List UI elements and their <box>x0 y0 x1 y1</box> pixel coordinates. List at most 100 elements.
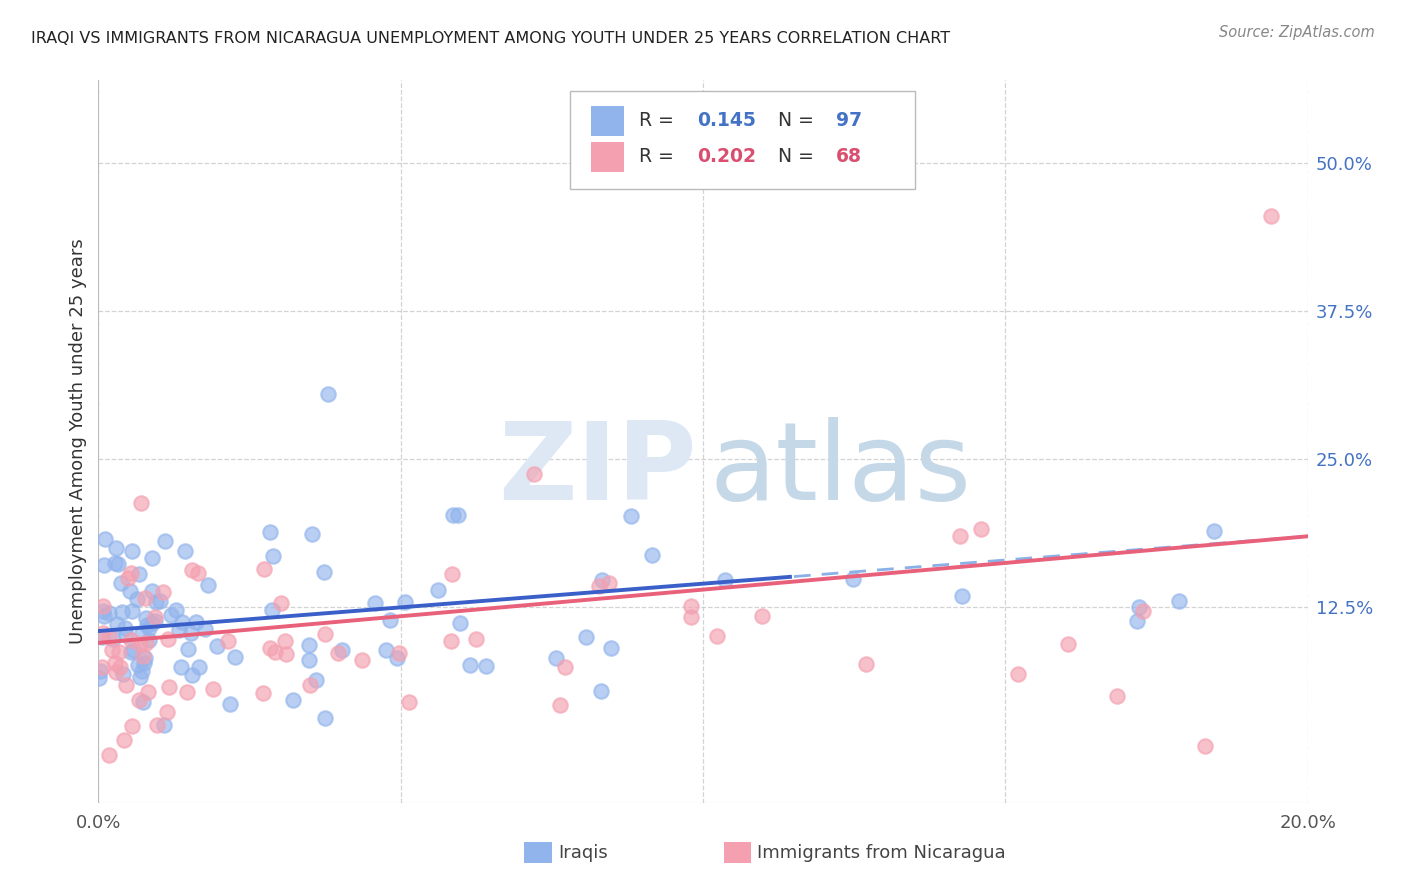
Point <box>87 671 110 685</box>
Point <box>118 583 141 598</box>
Point <box>523 467 546 481</box>
Point <box>458 658 481 673</box>
Point <box>298 678 321 692</box>
Point <box>205 639 228 653</box>
Point <box>153 534 176 549</box>
Point <box>262 602 284 616</box>
Point <box>1007 666 1029 681</box>
Point <box>188 660 211 674</box>
Point <box>385 651 408 665</box>
Point <box>138 622 160 636</box>
Point <box>121 604 143 618</box>
Point <box>120 633 142 648</box>
Point <box>328 646 350 660</box>
Point <box>114 733 136 747</box>
Point <box>598 576 620 591</box>
Point <box>374 643 396 657</box>
Bar <box>524 842 551 863</box>
Point <box>378 613 401 627</box>
Point <box>842 572 865 586</box>
Point <box>114 628 136 642</box>
Point <box>132 695 155 709</box>
Point <box>117 571 139 585</box>
Point <box>1105 689 1128 703</box>
Point <box>160 608 183 623</box>
Point <box>104 541 127 555</box>
Point <box>93 609 115 624</box>
Point <box>136 685 159 699</box>
Point <box>186 615 208 629</box>
Point <box>394 595 416 609</box>
Bar <box>591 142 624 172</box>
Point <box>1168 594 1191 608</box>
Text: 68: 68 <box>837 147 862 167</box>
Point <box>98 748 121 763</box>
Point <box>141 551 163 566</box>
Point <box>219 697 242 711</box>
Point <box>706 629 728 643</box>
Point <box>110 575 132 590</box>
Point <box>157 632 180 647</box>
Point <box>714 573 737 587</box>
Point <box>149 594 172 608</box>
Point <box>132 649 155 664</box>
Point <box>475 658 498 673</box>
Point <box>1132 604 1154 618</box>
Text: ZIP: ZIP <box>499 417 697 524</box>
Point <box>134 651 156 665</box>
Point <box>591 573 613 587</box>
Point <box>180 563 202 577</box>
Point <box>298 638 321 652</box>
Point <box>194 622 217 636</box>
Point <box>143 614 166 628</box>
Point <box>259 525 281 540</box>
Point <box>145 595 167 609</box>
Point <box>252 562 274 576</box>
Point <box>270 596 292 610</box>
Point <box>121 719 143 733</box>
Point <box>135 636 157 650</box>
Point <box>129 670 152 684</box>
Point <box>93 558 115 572</box>
Point <box>548 698 571 713</box>
Text: Source: ZipAtlas.com: Source: ZipAtlas.com <box>1219 25 1375 40</box>
Bar <box>724 842 751 863</box>
Point <box>115 678 138 692</box>
Point <box>252 686 274 700</box>
Point <box>970 522 993 536</box>
Point <box>197 578 219 592</box>
Point <box>330 643 353 657</box>
Point <box>950 590 973 604</box>
Point <box>173 544 195 558</box>
Point <box>1125 614 1147 628</box>
Point <box>259 641 281 656</box>
Point <box>224 650 246 665</box>
Point <box>111 605 134 619</box>
Point <box>679 610 702 624</box>
Point <box>305 673 328 687</box>
Text: 0.145: 0.145 <box>697 112 756 130</box>
Point <box>440 634 463 648</box>
Text: N =: N = <box>778 147 820 167</box>
Point <box>589 683 612 698</box>
Point <box>157 680 180 694</box>
Point <box>281 693 304 707</box>
Point <box>156 706 179 720</box>
Point <box>131 664 153 678</box>
Point <box>554 659 576 673</box>
Point <box>588 579 610 593</box>
Text: 97: 97 <box>837 112 862 130</box>
Point <box>104 656 127 670</box>
Point <box>314 565 336 579</box>
Point <box>262 549 284 564</box>
Text: Iraqis: Iraqis <box>558 844 607 862</box>
Point <box>187 566 209 580</box>
Point <box>91 660 114 674</box>
Point <box>107 645 129 659</box>
Point <box>398 695 420 709</box>
Point <box>1056 637 1078 651</box>
Point <box>121 544 143 558</box>
Point <box>167 623 190 637</box>
Point <box>180 626 202 640</box>
Point <box>599 641 621 656</box>
